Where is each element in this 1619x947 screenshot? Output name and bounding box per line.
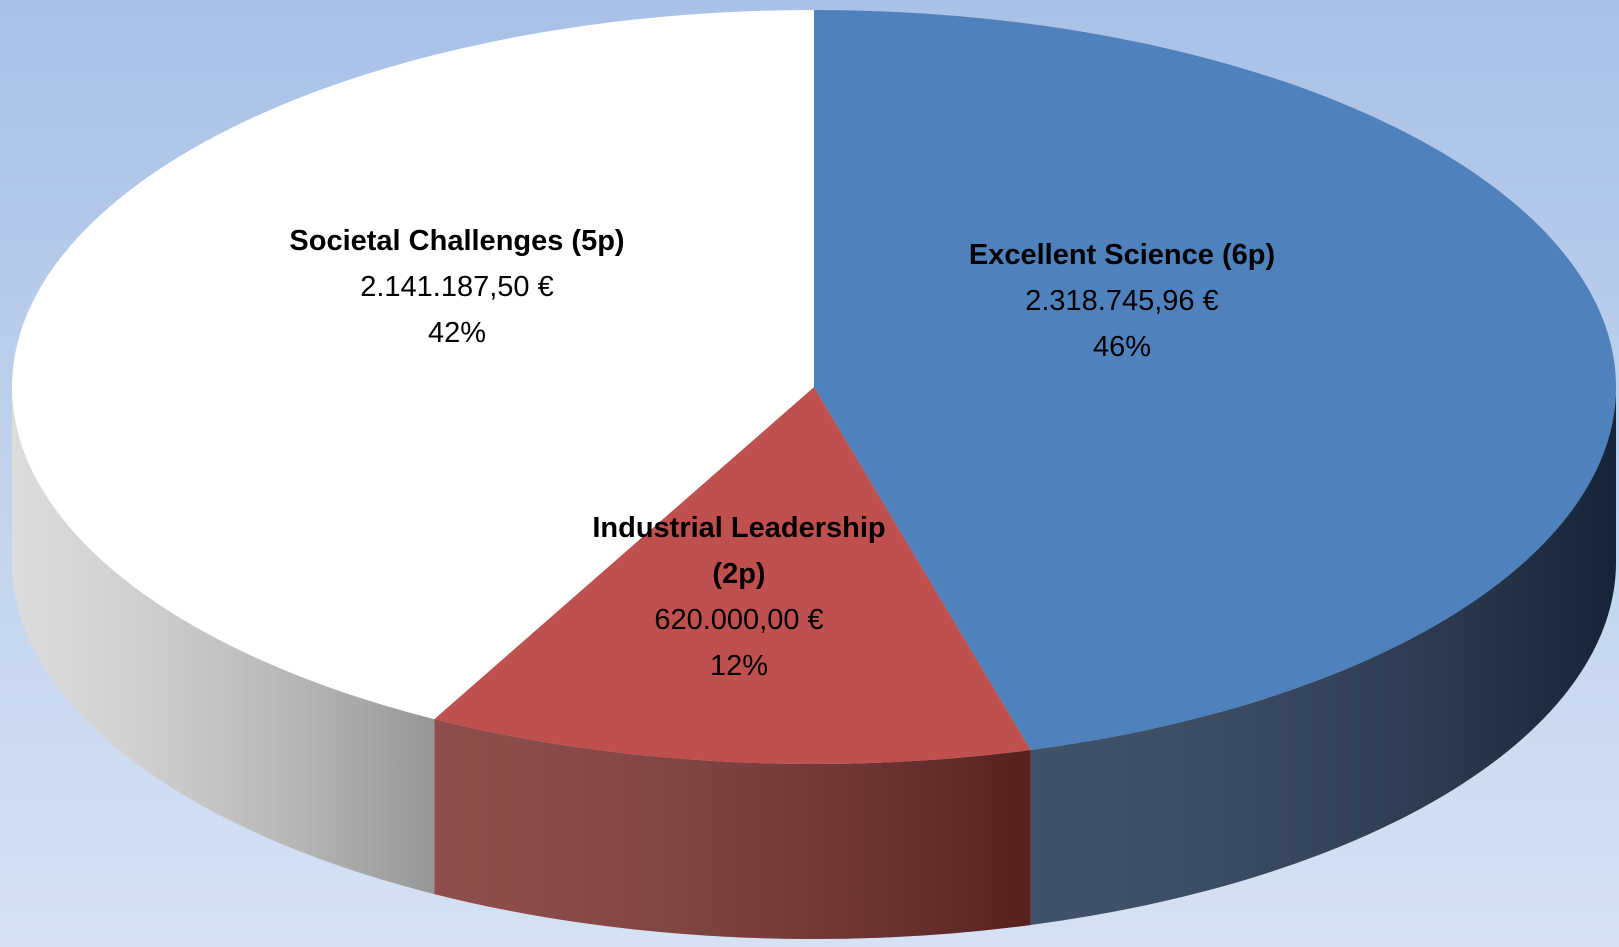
value-label: 2.141.187,50 € <box>360 271 554 303</box>
category-label: Excellent Science (6p) <box>968 239 1276 271</box>
percent-label: 46% <box>1092 331 1152 363</box>
slice-side-shade <box>1030 387 1617 925</box>
percent-label: 12% <box>709 650 769 682</box>
category-label: Industrial Leadership (2p) <box>592 512 886 590</box>
slice-side-shade <box>12 387 435 895</box>
value-label: 620.000,00 € <box>654 604 824 636</box>
data-label: Excellent Science (6p) 2.318.745,96 € 46% <box>872 232 1372 370</box>
percent-label: 42% <box>427 317 487 349</box>
category-label: Societal Challenges (5p) <box>289 225 625 257</box>
slice <box>12 10 815 720</box>
data-label: Societal Challenges (5p) 2.141.187,50 € 42… <box>207 218 707 356</box>
slice <box>814 10 1616 750</box>
slice-side-shade <box>434 719 1031 939</box>
value-label: 2.318.745,96 € <box>1025 285 1219 317</box>
slice <box>434 387 1031 764</box>
data-label: Industrial Leadership (2p) 620.000,00 € 12… <box>567 505 912 689</box>
